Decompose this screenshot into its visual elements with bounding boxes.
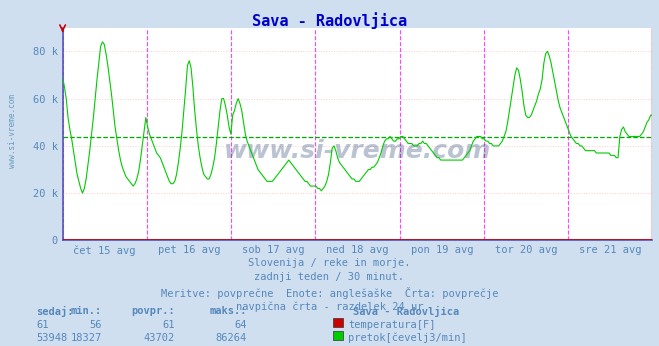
Text: Sava - Radovljica: Sava - Radovljica xyxy=(252,12,407,29)
Text: maks.:: maks.: xyxy=(210,306,247,316)
Text: 43702: 43702 xyxy=(144,333,175,343)
Text: pretok[čevelj3/min]: pretok[čevelj3/min] xyxy=(348,333,467,343)
Text: www.si-vreme.com: www.si-vreme.com xyxy=(8,94,17,169)
Text: www.si-vreme.com: www.si-vreme.com xyxy=(224,139,491,163)
Text: 61: 61 xyxy=(162,320,175,330)
Text: 56: 56 xyxy=(90,320,102,330)
Text: zadnji teden / 30 minut.: zadnji teden / 30 minut. xyxy=(254,272,405,282)
Text: sedaj:: sedaj: xyxy=(36,306,74,317)
Text: temperatura[F]: temperatura[F] xyxy=(348,320,436,330)
Text: 64: 64 xyxy=(235,320,247,330)
Text: navpična črta - razdelek 24 ur: navpična črta - razdelek 24 ur xyxy=(236,301,423,312)
Text: Meritve: povprečne  Enote: anglešaške  Črta: povprečje: Meritve: povprečne Enote: anglešaške Črt… xyxy=(161,287,498,299)
Text: Sava - Radovljica: Sava - Radovljica xyxy=(353,306,459,317)
Text: 53948: 53948 xyxy=(36,333,67,343)
Text: 86264: 86264 xyxy=(216,333,247,343)
Text: povpr.:: povpr.: xyxy=(131,306,175,316)
Text: Slovenija / reke in morje.: Slovenija / reke in morje. xyxy=(248,258,411,268)
Text: 61: 61 xyxy=(36,320,49,330)
Text: 18327: 18327 xyxy=(71,333,102,343)
Text: min.:: min.: xyxy=(71,306,102,316)
